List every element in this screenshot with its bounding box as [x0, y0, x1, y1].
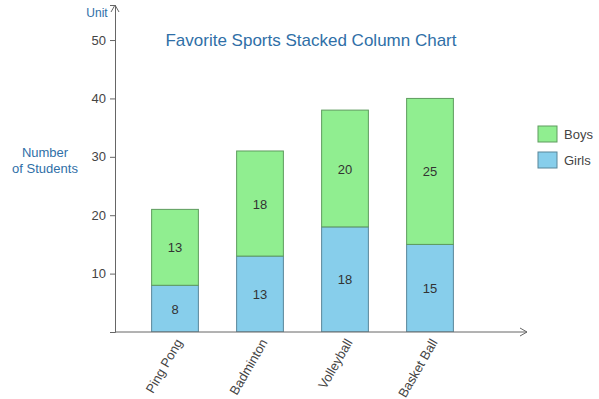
y-tick: 40 — [92, 91, 115, 106]
y-tick-label: 30 — [92, 149, 106, 164]
legend-swatch — [538, 152, 557, 168]
x-axis-arrow — [520, 328, 527, 336]
y-tick-label: 50 — [92, 33, 106, 48]
legend-label: Boys — [564, 127, 593, 142]
x-tick: Badminton — [226, 336, 270, 397]
bar — [407, 244, 454, 332]
y-tick-mark — [110, 98, 115, 99]
data-label: 15 — [423, 281, 437, 296]
y-tick-mark — [110, 274, 115, 275]
y-tick-label: 40 — [92, 91, 106, 106]
legend: Boys Girls — [538, 126, 593, 168]
legend-label: Girls — [564, 153, 591, 168]
x-tick: Volleyball — [315, 336, 356, 391]
title: Favorite Sports Stacked Column Chart — [165, 31, 456, 50]
y-axis-arrow — [111, 5, 119, 12]
y-tick: 50 — [92, 33, 115, 48]
y-tick: 30 — [92, 149, 115, 164]
x-tick-label: Badminton — [226, 336, 270, 397]
y-axis-title: Numberof Students — [12, 145, 78, 176]
x-tick: Ping Pong — [143, 336, 186, 395]
bar — [237, 151, 284, 256]
x-tick: Basket Ball — [395, 336, 441, 399]
bar — [322, 110, 369, 227]
x-axis: Ping Pong Badminton Volleyball Basket Ball — [143, 336, 441, 399]
x-tick-label: Volleyball — [315, 336, 356, 391]
bars — [152, 98, 454, 332]
bar — [407, 98, 454, 244]
legend-swatch — [538, 126, 557, 142]
x-axis-line — [115, 332, 527, 333]
data-label: 25 — [423, 164, 437, 179]
data-labels: 8 13 18 15 13 18 20 25 — [168, 162, 437, 317]
y-axis: 10 20 30 40 50 — [92, 6, 116, 333]
y-tick: 20 — [92, 208, 115, 223]
y-tick-label: 20 — [92, 208, 106, 223]
data-label: 18 — [253, 197, 267, 212]
data-label: 13 — [168, 240, 182, 255]
chart: Favorite Sports Stacked Column Chart Unit… — [0, 0, 599, 399]
bar — [152, 209, 199, 285]
y-tick-label: 10 — [92, 266, 106, 281]
y-tick-mark — [110, 215, 115, 216]
y-tick: 10 — [92, 266, 115, 281]
y-axis-line — [110, 6, 116, 333]
series-bars — [152, 98, 454, 285]
y-tick-mark — [110, 157, 115, 158]
x-tick-label: Ping Pong — [143, 336, 186, 395]
bar — [322, 227, 369, 332]
data-label: 18 — [338, 272, 352, 287]
bar — [152, 285, 199, 332]
y-unit: Unit — [86, 6, 108, 20]
data-label: 8 — [171, 302, 178, 317]
bar — [237, 256, 284, 332]
data-label: 20 — [338, 162, 352, 177]
data-label: 13 — [253, 287, 267, 302]
y-tick-mark — [110, 40, 115, 41]
x-tick-label: Basket Ball — [395, 336, 441, 399]
